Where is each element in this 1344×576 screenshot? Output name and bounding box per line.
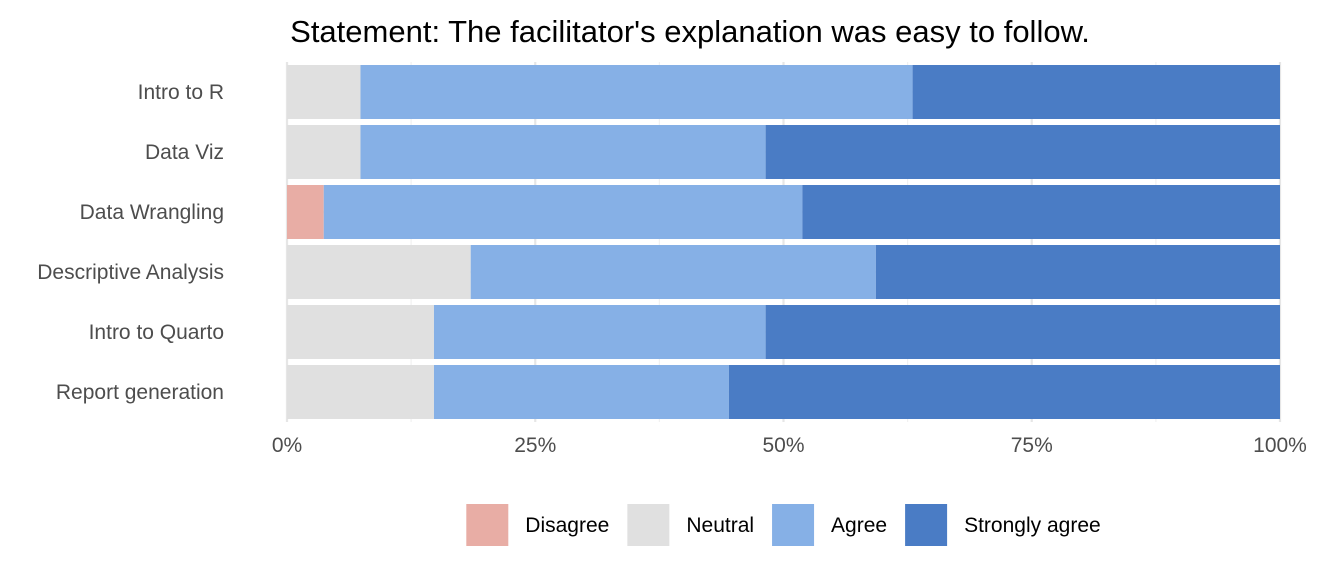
legend-key-disagree: [466, 504, 509, 546]
bar-intro-to-quarto-neutral: [287, 305, 434, 359]
legend-label-neutral: Neutral: [686, 514, 754, 537]
bar-data-viz-neutral: [287, 125, 361, 179]
bar-intro-to-r-neutral: [287, 65, 361, 119]
x-tick-label-100: 100%: [1253, 434, 1307, 457]
x-tick-label-50: 50%: [762, 434, 804, 457]
category-label-data-wrangling: Data Wrangling: [80, 201, 224, 224]
bar-intro-to-quarto-agree: [433, 305, 766, 359]
bar-report-generation-strongly-agree: [728, 365, 1280, 419]
chart-title: Statement: The facilitator's explanation…: [290, 14, 1090, 49]
category-label-report-generation: Report generation: [56, 381, 224, 404]
bars: [287, 65, 1280, 419]
category-label-intro-to-r: Intro to R: [138, 81, 224, 104]
category-label-data-viz: Data Viz: [145, 141, 224, 164]
x-tick-label-0: 0%: [272, 434, 302, 457]
legend-label-strongly-agree: Strongly agree: [964, 514, 1101, 537]
legend-key-neutral: [627, 504, 670, 546]
bar-data-wrangling-agree: [323, 185, 803, 239]
bar-descriptive-analysis-strongly-agree: [875, 245, 1280, 299]
bar-intro-to-r-strongly-agree: [912, 65, 1280, 119]
category-label-descriptive-analysis: Descriptive Analysis: [37, 261, 224, 284]
x-tick-label-25: 25%: [514, 434, 556, 457]
legend-key-strongly-agree: [905, 504, 948, 546]
bar-descriptive-analysis-agree: [470, 245, 876, 299]
legend-label-disagree: Disagree: [525, 514, 609, 537]
category-label-intro-to-quarto: Intro to Quarto: [89, 321, 224, 344]
bar-report-generation-neutral: [287, 365, 434, 419]
bar-intro-to-quarto-strongly-agree: [765, 305, 1280, 359]
legend-label-agree: Agree: [831, 514, 887, 537]
bar-data-viz-agree: [360, 125, 766, 179]
x-axis-tick-labels: 0% 25% 50% 75% 100%: [272, 434, 1307, 457]
category-labels: Intro to R Data Viz Data Wrangling Descript…: [37, 81, 224, 404]
bar-intro-to-r-agree: [360, 65, 913, 119]
legend: Disagree Neutral Agree Strongly agree: [466, 504, 1101, 546]
bar-data-wrangling-disagree: [287, 185, 324, 239]
bar-data-viz-strongly-agree: [765, 125, 1280, 179]
bar-report-generation-agree: [433, 365, 729, 419]
bar-data-wrangling-strongly-agree: [802, 185, 1280, 239]
legend-key-agree: [772, 504, 815, 546]
bar-descriptive-analysis-neutral: [287, 245, 471, 299]
x-tick-label-75: 75%: [1011, 434, 1053, 457]
